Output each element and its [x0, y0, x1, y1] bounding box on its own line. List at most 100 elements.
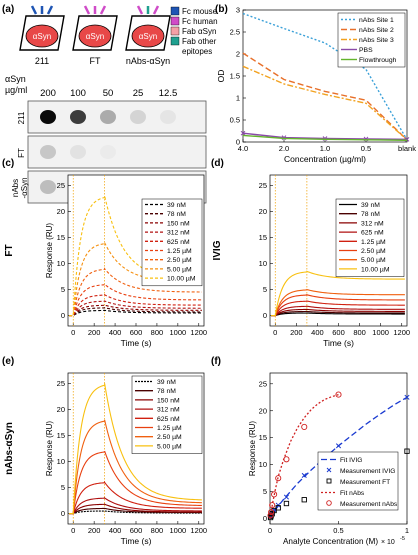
data-point [335, 391, 342, 398]
row-label: FT [17, 148, 26, 158]
legend-label: 10.00 µM [361, 266, 390, 273]
data-point [275, 505, 281, 511]
x-tick-label: 0 [71, 526, 75, 535]
x-tick-label: 400 [109, 526, 122, 535]
data-point [268, 509, 275, 516]
data-point [275, 475, 282, 482]
y-tick-label: 5 [61, 285, 65, 294]
y-tick-label: 0 [263, 514, 267, 523]
legend-label: 39 nM [361, 202, 380, 209]
fit-line [269, 396, 408, 519]
legend-label: nAbs Site 2 [359, 27, 394, 34]
legend-swatch [170, 6, 180, 16]
y-tick-label: 15 [57, 431, 65, 440]
y-tick-label: 15 [259, 433, 267, 442]
x-tick-label: 1200 [393, 328, 410, 337]
series-line [271, 308, 405, 317]
legend-label: 39 nM [167, 202, 186, 209]
y-axis-label: Response (RU) [248, 421, 257, 476]
x-tick-label: 1.0 [320, 144, 330, 153]
y-tick-label: 10 [259, 259, 267, 268]
legend-box [335, 198, 405, 277]
asyn-label: αSyn [86, 32, 104, 41]
chart-e: 0 5 10 15 20 25 0 200 400 600 800 1000 1200 39 nM 78 n… [4, 372, 207, 546]
series-line [69, 309, 202, 317]
y-tick-label: 10 [57, 457, 65, 466]
legend-label: 625 nM [157, 416, 180, 423]
x-tick-label: 800 [353, 328, 366, 337]
series-line [271, 310, 405, 317]
asyn-antigen [78, 24, 112, 48]
x-tick-label: 800 [151, 526, 164, 535]
x-tick-label: 4.0 [238, 144, 248, 153]
legend-label: Fit nAbs [340, 490, 365, 497]
concentration-label: 25 [133, 88, 144, 99]
row-label-part: nAbs [11, 179, 20, 197]
dot-blot-row: 211 [17, 100, 207, 134]
series-line [69, 293, 202, 317]
asyn-antigen [25, 24, 59, 48]
legend-label: Flowthrough [359, 57, 397, 64]
legend-label: 5.00 µM [167, 266, 192, 273]
antibody-name: nAbs-αSyn [126, 56, 170, 66]
legend-label: 78 nM [361, 211, 380, 218]
x-tick-label: 200 [290, 328, 303, 337]
chart-f: 0 5 10 15 20 25 0 0.5 1 Fit IVIG Measurement IVIG M… [248, 372, 410, 546]
blot-dot [40, 180, 56, 194]
y-axis-label: Response (RU) [45, 421, 54, 476]
antibody-name: 211 [35, 56, 49, 66]
series-line [242, 65, 408, 141]
legend-label: Fc mouse [182, 7, 218, 16]
asyn-label: αSyn [33, 32, 51, 41]
series-line [69, 195, 202, 317]
x-tick-label: 800 [151, 328, 164, 337]
y-tick-label: 2 [236, 50, 240, 59]
x-tick-label: 0 [71, 328, 75, 337]
legend-label: 39 nM [157, 379, 176, 386]
legend-label: 312 nM [157, 407, 180, 414]
data-point [335, 443, 342, 449]
data-point [283, 494, 289, 500]
x-tick-label: 200 [88, 328, 101, 337]
dot-blot-unit: µg/ml [5, 85, 27, 95]
y-tick-label: 10 [57, 259, 65, 268]
y-tick-label: 15 [259, 233, 267, 242]
x-tick-label: 400 [311, 328, 324, 337]
y-tick-label: 25 [57, 181, 65, 190]
antibody-arm [83, 5, 107, 15]
antibody-2: αSyn nAbs-αSyn [125, 5, 171, 66]
antibody-name: FT [90, 56, 101, 66]
series-line [69, 507, 202, 515]
series-line [69, 419, 202, 515]
legend-b: nAbs Site 1 nAbs Site 2 nAbs Site 3 PBS Flow… [337, 12, 406, 68]
legend-label: Fab αSyn [182, 27, 216, 36]
legend-label: 5.00 µM [361, 257, 386, 264]
row-label: 211 [17, 111, 26, 124]
x-tick-label: 1200 [190, 526, 207, 535]
legend-label: epitopes [182, 47, 212, 56]
series-line [69, 304, 202, 317]
y-tick-label: 0 [61, 311, 65, 320]
legend-label: Fit IVIG [340, 457, 362, 464]
blot-dot [70, 110, 86, 124]
blot-dot [70, 145, 86, 159]
y-tick-label: 3 [236, 6, 240, 15]
x-tick-label: 600 [130, 526, 143, 535]
x-tick-label: 600 [332, 328, 345, 337]
antibody-1: αSyn FT [72, 5, 118, 66]
blot-dot [40, 145, 56, 159]
x-axis-label: Time (s) [121, 536, 152, 546]
legend-label: 2.50 µM [361, 248, 386, 255]
y-tick-label: 0 [61, 509, 65, 518]
legend-swatch [326, 478, 332, 484]
legend-label: 1.25 µM [157, 425, 182, 432]
panel-label: (b) [215, 4, 228, 15]
series-line [271, 294, 405, 317]
y-tick-label: 5 [263, 487, 267, 496]
x-axis-exponent: × 10 [381, 539, 395, 546]
data-point [301, 472, 307, 479]
series-line [271, 305, 405, 317]
panel-label: (c) [2, 158, 14, 169]
series-line [69, 283, 202, 317]
